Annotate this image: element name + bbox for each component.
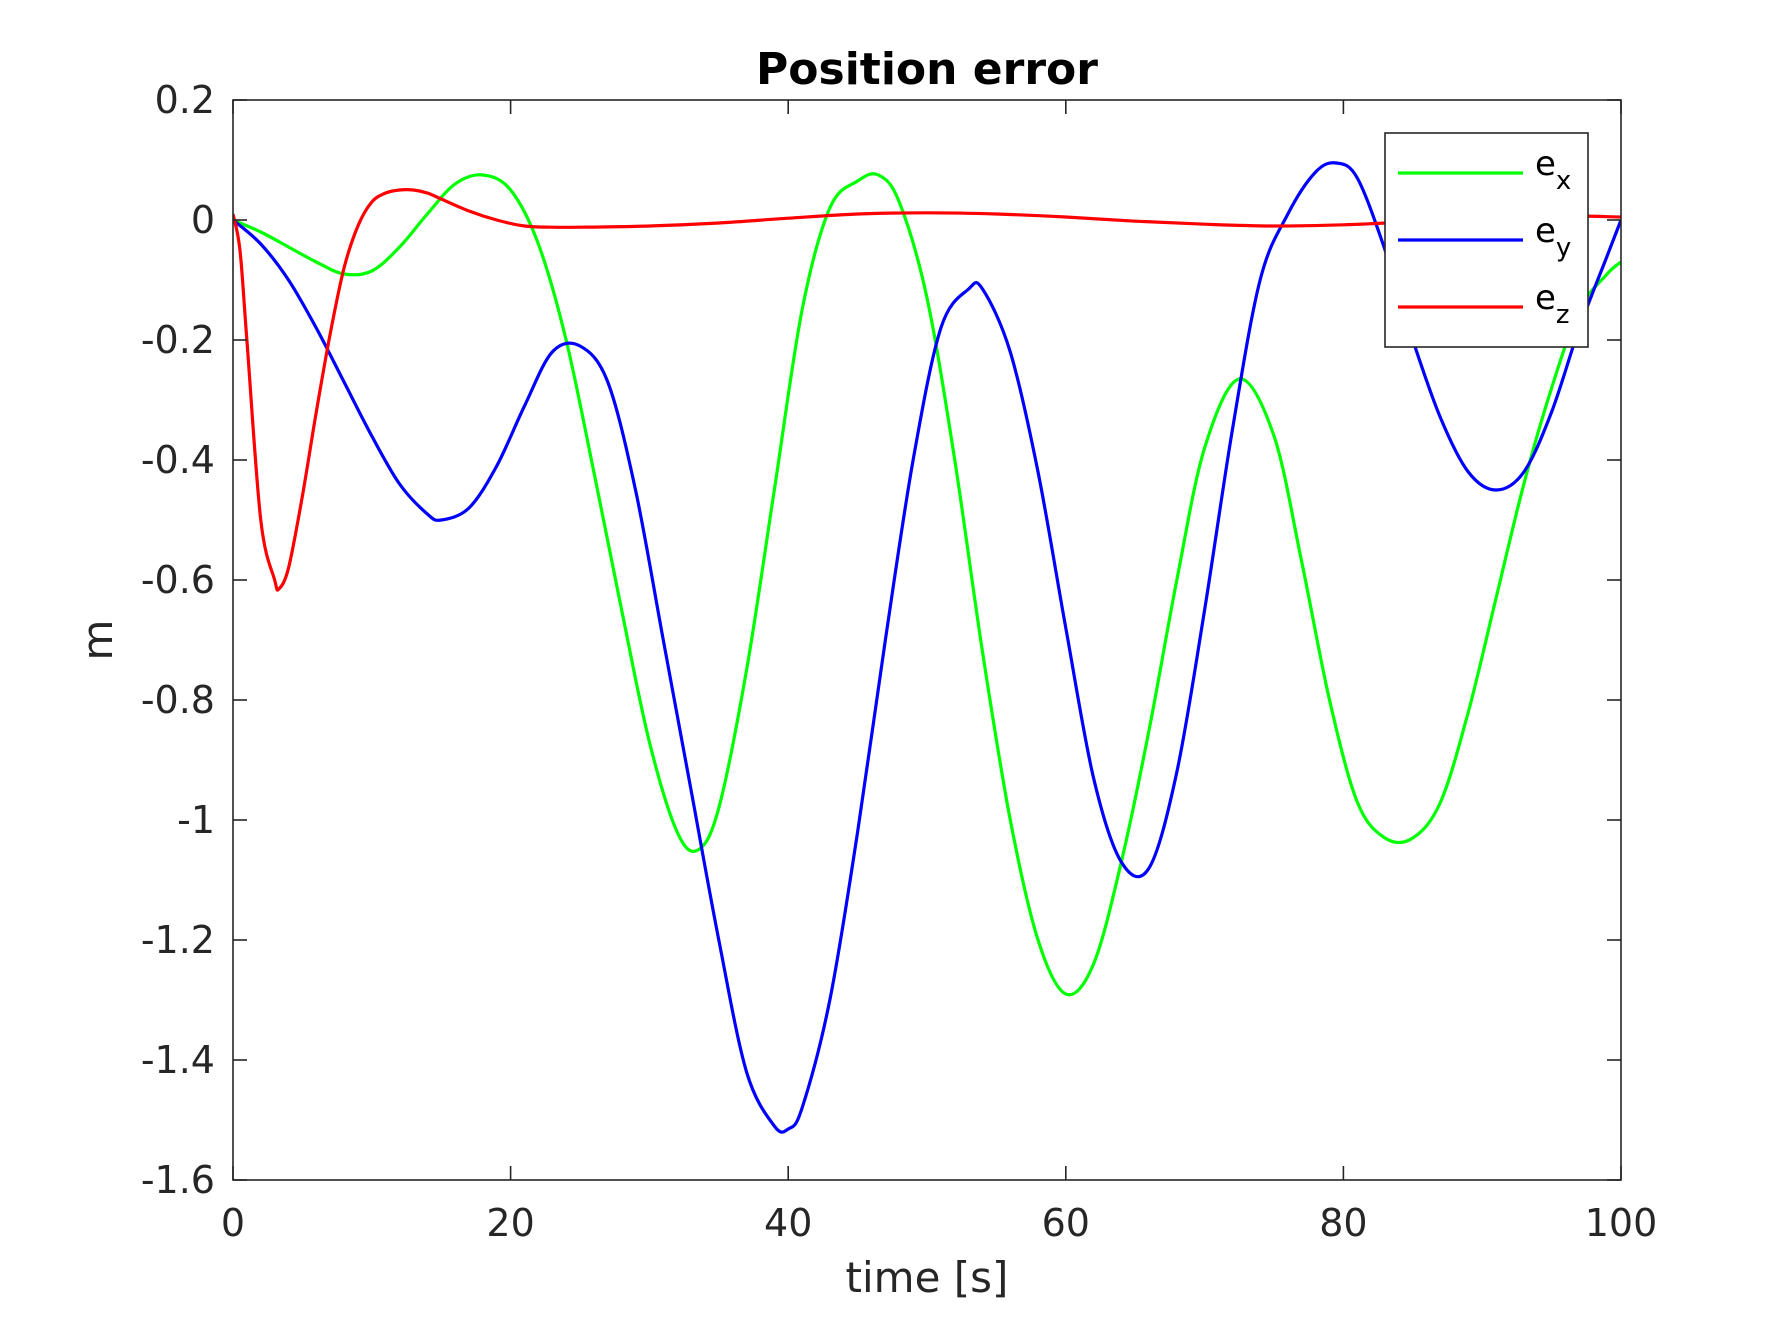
- legend-label-z: ez: [1535, 278, 1570, 330]
- y-tick-label: -0.6: [141, 558, 215, 602]
- ticks-group: 0 20 40 60 80 100 0.2 0 -0.2 -0.4 -0.6 -0.8 -1 -1.2 -1…: [141, 78, 1657, 1245]
- x-tick-label: 60: [1042, 1201, 1090, 1245]
- y-tick-label: 0: [191, 198, 215, 242]
- x-tick-label: 100: [1585, 1201, 1658, 1245]
- axes-box: [232, 99, 1622, 1181]
- y-tick-label: -0.4: [141, 438, 215, 482]
- y-tick-label: -1.4: [141, 1038, 215, 1082]
- series-line-y: [233, 161, 1621, 1134]
- y-tick-label: -0.8: [141, 678, 215, 722]
- x-axis-title: time [s]: [846, 1253, 1009, 1302]
- y-tick-label: -1: [177, 798, 215, 842]
- x-tick-label: 80: [1319, 1201, 1367, 1245]
- y-tick-label: -0.2: [141, 318, 215, 362]
- legend-label-x: ex: [1535, 144, 1571, 196]
- chart-title: Position error: [756, 44, 1098, 95]
- legend: ex ey ez: [1384, 132, 1589, 348]
- y-tick-label: -1.2: [141, 918, 215, 962]
- series-group: [233, 161, 1621, 1134]
- axes-group: [232, 99, 1622, 1181]
- y-axis-title: m: [73, 620, 122, 661]
- x-tick-label: 0: [221, 1201, 245, 1245]
- y-tick-label: 0.2: [155, 78, 215, 122]
- legend-label-y: ey: [1535, 211, 1571, 263]
- x-tick-label: 40: [764, 1201, 812, 1245]
- y-tick-label: -1.6: [141, 1158, 215, 1202]
- x-tick-label: 20: [486, 1201, 534, 1245]
- series-line-z: [233, 188, 1621, 592]
- series-line-x: [233, 172, 1621, 997]
